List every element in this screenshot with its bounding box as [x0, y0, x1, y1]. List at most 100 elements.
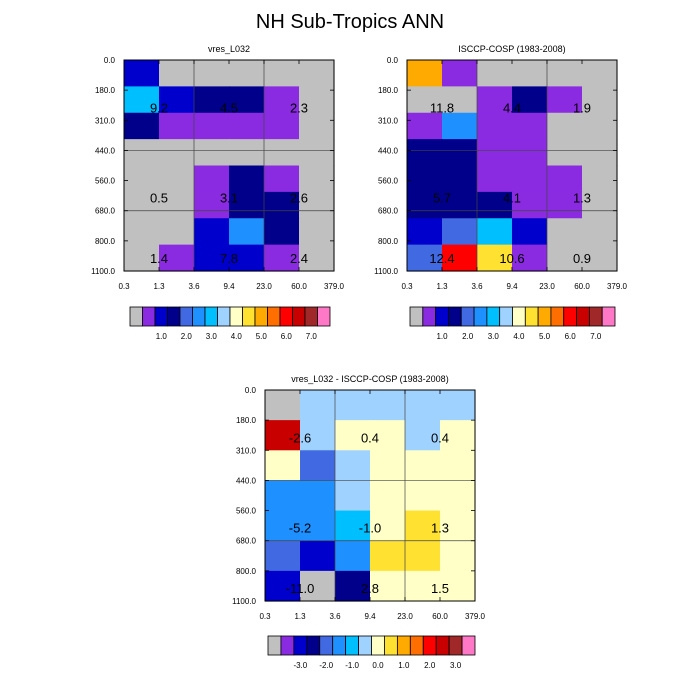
heatmap-cell: [582, 60, 618, 87]
heatmap-cell: [407, 60, 443, 87]
y-tick-label: 180.0: [236, 416, 257, 425]
heatmap-cell: [370, 570, 406, 602]
colorbar-label: 2.0: [181, 332, 193, 341]
plot-2: ISCCP-COSP (1983-2008) 0.3 1.3 3.6 9.4 23.0 60…: [374, 44, 627, 291]
y-tick-label: 680.0: [95, 207, 116, 216]
colorbar-swatch: [319, 635, 334, 656]
colorbar-swatch: [422, 635, 437, 656]
x-tick-label: 3.6: [471, 282, 483, 291]
cell-value-label: 3.1: [220, 191, 238, 206]
heatmap-cell: [442, 139, 478, 167]
x-tick-label: 1.3: [153, 282, 165, 291]
heatmap-cell: [547, 218, 583, 246]
heatmap-cell: [124, 139, 160, 167]
colorbar-swatch: [435, 635, 450, 656]
heatmap-cell: [265, 510, 301, 542]
heatmap-cell: [477, 191, 513, 219]
colorbar-swatch: [217, 306, 231, 327]
heatmap-cell: [440, 570, 476, 602]
heatmap-cell: [582, 218, 618, 246]
heatmap-cell: [265, 450, 301, 482]
heatmap-cell: [265, 570, 301, 602]
heatmap-cell: [407, 139, 443, 167]
heatmap-cell: [407, 165, 443, 193]
colorbar-swatch: [204, 306, 218, 327]
colorbar-swatch: [292, 306, 306, 327]
heatmap-cell: [440, 450, 476, 482]
heatmap-cell: [265, 480, 301, 512]
heatmap-cell: [512, 191, 548, 219]
cell-value-label: 2.4: [290, 251, 308, 266]
cell-value-label: 11.8: [430, 100, 454, 115]
heatmap-cell: [229, 218, 265, 246]
heatmap-cell: [370, 390, 406, 421]
heatmap-cell: [512, 139, 548, 167]
heatmap-cell: [512, 112, 548, 140]
colorbar-label: 3.0: [206, 332, 218, 341]
colorbar-swatch: [435, 306, 449, 327]
colorbar-label: 5.0: [256, 332, 268, 341]
colorbar-swatch: [448, 306, 462, 327]
colorbar-swatch: [460, 306, 475, 327]
y-tick-label: 800.0: [95, 237, 116, 246]
heatmap-cell: [194, 139, 230, 167]
heatmap-cell: [335, 420, 371, 451]
heatmap-cell: [370, 450, 406, 482]
heatmap-cell: [159, 165, 195, 193]
heatmap-cell: [299, 244, 335, 272]
colorbar-swatch: [306, 635, 321, 656]
y-tick-label: 440.0: [378, 146, 399, 155]
heatmap-cell: [265, 390, 301, 421]
cell-value-label: 1.3: [431, 521, 449, 536]
heatmap-cell: [407, 218, 443, 246]
heatmap-cell: [159, 218, 195, 246]
heatmap-cell: [442, 86, 478, 114]
heatmap-cell: [547, 60, 583, 87]
plot-title: vres_L032: [208, 44, 250, 54]
colorbar-label: 2.0: [424, 661, 436, 670]
heatmap-cell: [159, 191, 195, 219]
heatmap-cell: [229, 60, 265, 87]
heatmap-cell: [582, 86, 618, 114]
heatmap-cell: [159, 112, 195, 140]
y-tick-label: 800.0: [236, 567, 257, 576]
heatmap-cell: [264, 218, 300, 246]
heatmap-cell: [370, 540, 406, 572]
heatmap-cell: [124, 191, 160, 219]
heatmap-cell: [194, 191, 230, 219]
cell-value-label: 2.8: [361, 581, 379, 596]
x-tick-label: 0.3: [259, 612, 271, 621]
cell-value-label: 4.5: [220, 100, 238, 115]
y-tick-label: 310.0: [378, 116, 399, 125]
heatmap-cell: [229, 112, 265, 140]
heatmap-cell: [300, 540, 336, 572]
y-tick-label: 680.0: [378, 207, 399, 216]
colorbar-label: 6.0: [565, 332, 577, 341]
heatmap-cell: [194, 60, 230, 87]
x-tick-label: 379.0: [465, 612, 486, 621]
plot-3: vres_L032 - ISCCP-COSP (1983-2008) 0.3 1.3…: [232, 374, 485, 621]
heatmap-cell: [335, 510, 371, 542]
heatmap-cell: [547, 86, 583, 114]
colorbar-swatch: [142, 306, 156, 327]
colorbar-swatch: [267, 306, 281, 327]
colorbar-swatch: [332, 635, 347, 656]
colorbar-swatch: [512, 306, 526, 327]
y-tick-label: 800.0: [378, 237, 399, 246]
colorbar-label: 7.0: [590, 332, 602, 341]
x-tick-label: 0.3: [118, 282, 130, 291]
heatmap-cell: [159, 244, 195, 272]
heatmap-cell: [124, 112, 160, 140]
y-tick-label: 180.0: [378, 86, 399, 95]
heatmap-cell: [335, 450, 371, 482]
heatmap-cell: [229, 191, 265, 219]
cell-value-label: 2.3: [290, 100, 308, 115]
colorbar-swatch: [461, 635, 476, 656]
heatmap-cell: [547, 112, 583, 140]
heatmap-cell: [124, 165, 160, 193]
colorbar-swatch: [588, 306, 603, 327]
plots-group: vres_L032 0.3 1.3 3.6 9.4 23.0 60.0 379.0 0.0 180…: [91, 44, 627, 670]
colorbar-swatch: [129, 306, 143, 327]
y-tick-label: 0.0: [387, 56, 399, 65]
heatmap-cell: [124, 86, 160, 114]
